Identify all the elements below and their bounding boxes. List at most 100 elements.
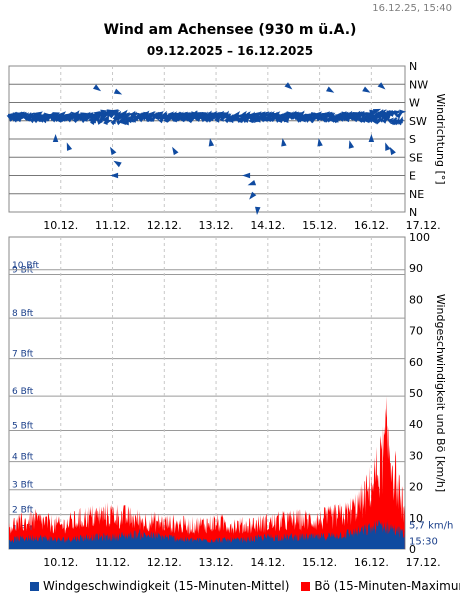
direction-arrow xyxy=(389,110,396,117)
beaufort-label: 8 Bft xyxy=(12,309,34,319)
beaufort-label: 7 Bft xyxy=(12,350,34,360)
direction-arrow xyxy=(326,86,335,93)
direction-arrow xyxy=(225,113,232,120)
direction-arrow xyxy=(255,111,262,118)
direction-arrow xyxy=(398,116,403,124)
direction-arrow xyxy=(396,112,403,119)
direction-arrow xyxy=(389,146,396,156)
direction-category-label: E xyxy=(409,170,416,183)
direction-arrow xyxy=(329,112,336,119)
direction-arrow xyxy=(121,109,128,117)
speed-y-tick-label: 50 xyxy=(409,387,423,400)
direction-arrow xyxy=(354,117,362,122)
beaufort-label: 4 Bft xyxy=(12,453,34,463)
beaufort-label: 2 Bft xyxy=(12,506,34,516)
mean-area xyxy=(9,519,405,549)
direction-arrow xyxy=(281,138,287,147)
speed-y-tick-label: 10 xyxy=(409,512,423,525)
direction-arrow xyxy=(102,115,109,123)
direction-category-label: NE xyxy=(409,188,424,201)
speed-y-tick-label: 40 xyxy=(409,418,423,431)
speed-y-tick-label: 60 xyxy=(409,356,423,369)
direction-arrow xyxy=(298,110,305,118)
direction-arrow xyxy=(52,134,59,142)
speed-y-tick-label: 100 xyxy=(409,231,430,244)
direction-arrow xyxy=(110,146,117,156)
timestamp: 16.12.25, 15:40 xyxy=(372,3,452,14)
speed-y-tick-label: 90 xyxy=(409,262,423,275)
direction-arrow xyxy=(167,111,175,118)
beaufort-label: 10 Bft xyxy=(12,261,39,271)
legend-swatch-gust xyxy=(301,581,311,591)
direction-x-tick-label: 13.12. xyxy=(199,219,234,232)
direction-arrow xyxy=(110,172,119,179)
direction-x-tick-label: 10.12. xyxy=(43,219,78,232)
direction-arrow xyxy=(315,111,323,118)
legend-item-gust: Bö (15-Minuten-Maximum) xyxy=(301,579,460,593)
direction-arrow xyxy=(362,86,371,93)
direction-category-label: N xyxy=(409,206,417,219)
direction-arrow xyxy=(242,172,251,179)
direction-arrow xyxy=(66,142,73,151)
direction-arrow xyxy=(172,146,179,156)
beaufort-label: 3 Bft xyxy=(12,481,34,491)
current-speed-label: 5,7 km/h xyxy=(409,521,453,532)
direction-arrow xyxy=(377,82,386,90)
direction-arrow xyxy=(115,110,122,118)
chart-subtitle: 09.12.2025 – 16.12.2025 xyxy=(146,44,314,58)
speed-x-tick-label: 13.12. xyxy=(199,556,234,569)
direction-category-label: SE xyxy=(409,151,423,164)
direction-x-tick-label: 12.12. xyxy=(147,219,182,232)
legend-label-gust: Bö (15-Minuten-Maximum) xyxy=(314,579,460,593)
speed-x-tick-label: 15.12. xyxy=(302,556,337,569)
direction-arrow xyxy=(262,111,270,117)
speed-x-tick-label: 17.12. xyxy=(406,556,441,569)
direction-arrow xyxy=(113,88,123,95)
direction-category-label: SW xyxy=(409,115,427,128)
direction-category-label: NW xyxy=(409,78,428,91)
direction-arrow xyxy=(255,206,261,215)
direction-arrow xyxy=(399,109,407,115)
speed-x-tick-label: 14.12. xyxy=(250,556,285,569)
speed-axis-title: Windgeschwindigkeit und Bö [km/h] xyxy=(434,294,447,492)
beaufort-label: 5 Bft xyxy=(12,421,34,431)
legend-swatch-mean xyxy=(30,581,39,591)
speed-y-tick-label: 80 xyxy=(409,293,423,306)
current-time-label: 15:30 xyxy=(409,536,438,547)
speed-y-tick-label: 0 xyxy=(409,543,416,556)
direction-category-label: W xyxy=(409,97,420,110)
speed-x-tick-label: 10.12. xyxy=(43,556,78,569)
direction-arrow xyxy=(372,108,382,115)
direction-arrow xyxy=(93,84,102,92)
direction-x-tick-label: 16.12. xyxy=(354,219,389,232)
speed-y-tick-label: 30 xyxy=(409,449,423,462)
direction-x-tick-label: 11.12. xyxy=(95,219,130,232)
direction-category-label: N xyxy=(409,60,417,73)
direction-arrow xyxy=(382,110,389,116)
direction-x-tick-label: 17.12. xyxy=(406,219,441,232)
direction-arrow xyxy=(348,140,355,149)
direction-arrow xyxy=(249,191,257,200)
speed-y-tick-label: 70 xyxy=(409,325,423,338)
legend-item-mean: Windgeschwindigkeit (15-Minuten-Mittel) xyxy=(30,579,289,593)
direction-arrow xyxy=(247,180,257,186)
legend: Windgeschwindigkeit (15-Minuten-Mittel) … xyxy=(30,579,460,593)
direction-arrow xyxy=(284,82,293,90)
chart-title: Wind am Achensee (930 m ü.A.) xyxy=(103,22,357,38)
beaufort-label: 9 Bft xyxy=(12,265,34,275)
direction-category-label: S xyxy=(409,133,416,146)
direction-arrow xyxy=(105,119,113,125)
direction-arrow xyxy=(143,110,150,118)
direction-arrow xyxy=(113,160,122,168)
direction-arrow xyxy=(157,110,164,118)
speed-x-tick-label: 16.12. xyxy=(354,556,389,569)
direction-x-tick-label: 15.12. xyxy=(302,219,337,232)
speed-plot-frame xyxy=(8,236,406,550)
speed-y-tick-label: 20 xyxy=(409,481,423,494)
speed-x-tick-label: 11.12. xyxy=(95,556,130,569)
direction-arrow xyxy=(240,110,247,118)
direction-arrow xyxy=(22,112,30,119)
direction-arrow xyxy=(387,117,394,124)
direction-arrow xyxy=(368,134,375,142)
